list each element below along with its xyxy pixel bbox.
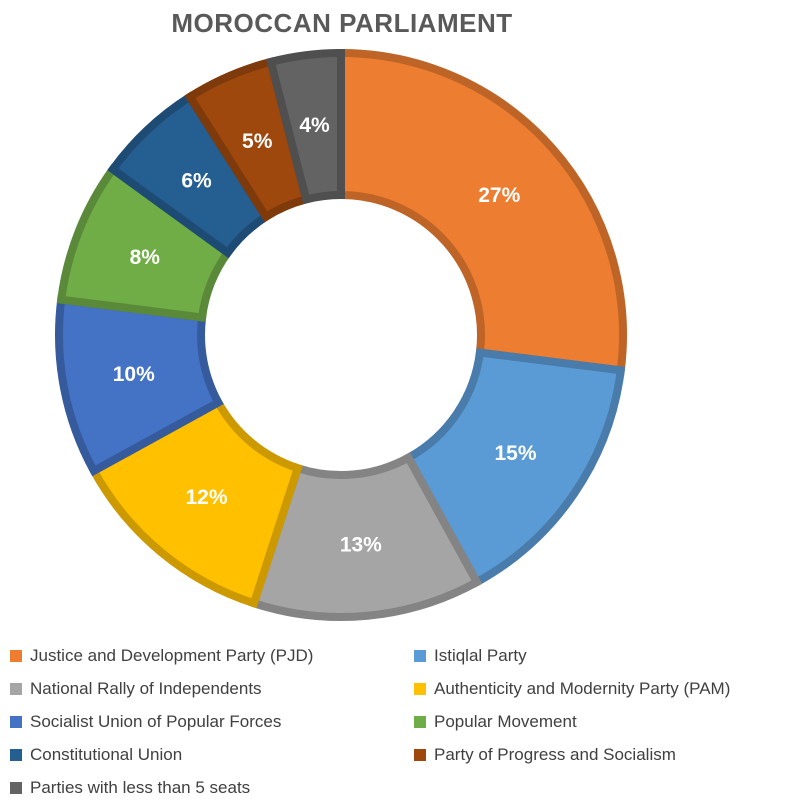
legend-swatch: [414, 683, 426, 695]
legend-item-6: Constitutional Union: [10, 745, 182, 765]
slice-label-8: 4%: [299, 114, 330, 137]
legend-swatch: [414, 749, 426, 761]
legend-swatch: [10, 749, 22, 761]
slice-label-4: 10%: [113, 363, 155, 386]
slice-label-0: 27%: [478, 184, 520, 207]
slice-8: [265, 48, 345, 205]
slice-3: [88, 397, 303, 609]
slice-label-3: 12%: [185, 486, 227, 509]
slice-0: [337, 48, 627, 375]
legend-item-8: Parties with less than 5 seats: [10, 778, 250, 798]
legend-swatch: [414, 650, 426, 662]
legend-swatch: [414, 716, 426, 728]
legend-label: Party of Progress and Socialism: [434, 745, 676, 764]
legend-swatch: [10, 782, 22, 794]
legend-label: Istiqlal Party: [434, 646, 527, 665]
legend-label: Justice and Development Party (PJD): [30, 646, 314, 665]
legend-label: Parties with less than 5 seats: [30, 778, 251, 797]
legend-item-2: National Rally of Independents: [10, 679, 262, 699]
slice-label-6: 6%: [181, 170, 212, 193]
slice-label-7: 5%: [242, 130, 273, 153]
legend-label: Authenticity and Modernity Party (PAM): [434, 679, 731, 698]
slice-label-2: 13%: [340, 534, 382, 557]
legend-label: Socialist Union of Popular Forces: [30, 712, 282, 731]
legend-item-7: Party of Progress and Socialism: [414, 745, 676, 765]
legend-label: Constitutional Union: [30, 745, 183, 764]
slice-1: [403, 348, 626, 588]
slice-label-1: 15%: [494, 442, 536, 465]
legend-swatch: [10, 716, 22, 728]
legend-item-3: Authenticity and Modernity Party (PAM): [414, 679, 730, 699]
legend-item-0: Justice and Development Party (PJD): [10, 646, 313, 666]
legend-label: National Rally of Independents: [30, 679, 262, 698]
legend-label: Popular Movement: [434, 712, 577, 731]
legend-swatch: [10, 683, 22, 695]
legend-item-5: Popular Movement: [414, 712, 577, 732]
donut-chart: 27% 15% 13% 12% 10% 8% 6% 5% 4%: [55, 48, 627, 621]
legend-swatch: [10, 650, 22, 662]
slice-label-5: 8%: [130, 246, 161, 269]
legend-item-1: Istiqlal Party: [414, 646, 527, 666]
legend-item-4: Socialist Union of Popular Forces: [10, 712, 281, 732]
slice-2: [248, 452, 483, 621]
chart-title: MOROCCAN PARLIAMENT: [171, 8, 513, 38]
